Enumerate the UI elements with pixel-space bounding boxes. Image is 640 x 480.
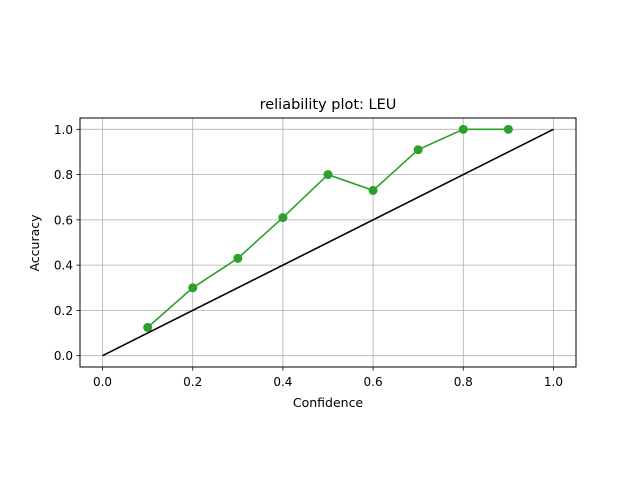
y-axis-label: Accuracy bbox=[27, 214, 42, 272]
x-tick-label: 0.6 bbox=[364, 375, 383, 389]
y-tick-label: 0.0 bbox=[54, 349, 73, 363]
data-point bbox=[503, 124, 513, 134]
data-point bbox=[323, 170, 333, 180]
x-tick-label: 0.4 bbox=[273, 375, 292, 389]
x-axis-label: Confidence bbox=[293, 395, 364, 410]
chart-title: reliability plot: LEU bbox=[260, 97, 397, 113]
data-point bbox=[368, 185, 378, 195]
x-tick-label: 0.8 bbox=[454, 375, 473, 389]
data-point bbox=[233, 253, 243, 263]
plot-frame bbox=[79, 117, 577, 368]
y-tick-label: 0.4 bbox=[54, 259, 73, 273]
y-tick-label: 0.2 bbox=[54, 304, 73, 318]
perfect-calibration-line bbox=[102, 128, 554, 357]
y-tick-label: 0.6 bbox=[54, 213, 73, 227]
data-point bbox=[143, 322, 153, 332]
x-tick-label: 0.2 bbox=[183, 375, 202, 389]
series-layer bbox=[102, 124, 554, 357]
x-tick-label: 1.0 bbox=[544, 375, 563, 389]
y-tick-label: 1.0 bbox=[54, 123, 73, 137]
y-tick-label: 0.8 bbox=[54, 168, 73, 182]
x-tick-label: 0.0 bbox=[93, 375, 112, 389]
data-point bbox=[278, 213, 288, 223]
data-point bbox=[188, 283, 198, 293]
axis-ticks: 0.0 0.2 0.4 0.6 0.8 1.0 0.0 0.2 0.4 0.6 0.8 1.0 bbox=[54, 123, 563, 389]
data-point bbox=[458, 124, 468, 134]
data-point bbox=[413, 145, 423, 155]
